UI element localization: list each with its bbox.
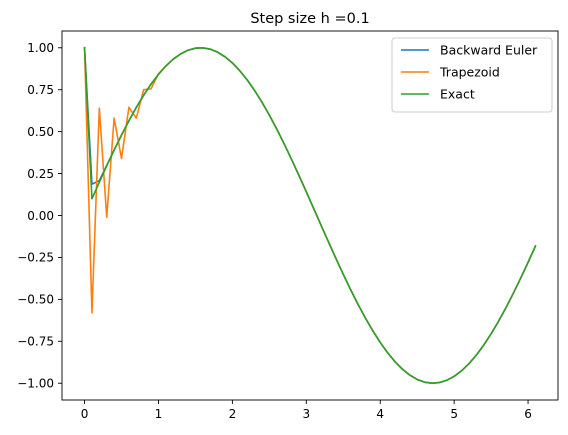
y-tick-label: −1.00 [17,377,54,391]
x-tick-label: 6 [524,407,532,421]
x-tick-label: 2 [229,407,237,421]
y-tick-label: 0.50 [27,125,54,139]
x-tick-label: 5 [450,407,458,421]
legend: Backward Euler Trapezoid Exact [391,37,553,113]
series-line-3 [83,46,537,385]
plot-lines [83,46,537,385]
y-tick-label: −0.50 [17,293,54,307]
legend-box [391,37,553,113]
x-tick-label: 3 [302,407,310,421]
chart-title: Step size h =0.1 [250,11,369,27]
legend-label: Backward Euler [440,43,538,58]
y-tick-label: 1.00 [27,41,54,55]
x-axis: 0 1 2 3 4 5 6 [81,400,532,421]
y-tick-label: 0.25 [27,167,54,181]
x-tick-label: 1 [155,407,163,421]
legend-label: Exact [440,87,475,102]
y-tick-label: −0.75 [17,335,54,349]
x-tick-label: 4 [376,407,384,421]
legend-label: Trapezoid [439,65,500,80]
x-tick-label: 0 [81,407,89,421]
y-tick-label: 0.00 [27,209,54,223]
y-tick-label: −0.25 [17,251,54,265]
y-axis: −1.00 −0.75 −0.50 −0.25 0.00 0.25 0.50 0.75 1.00 [17,41,62,391]
y-tick-label: 0.75 [27,83,54,97]
